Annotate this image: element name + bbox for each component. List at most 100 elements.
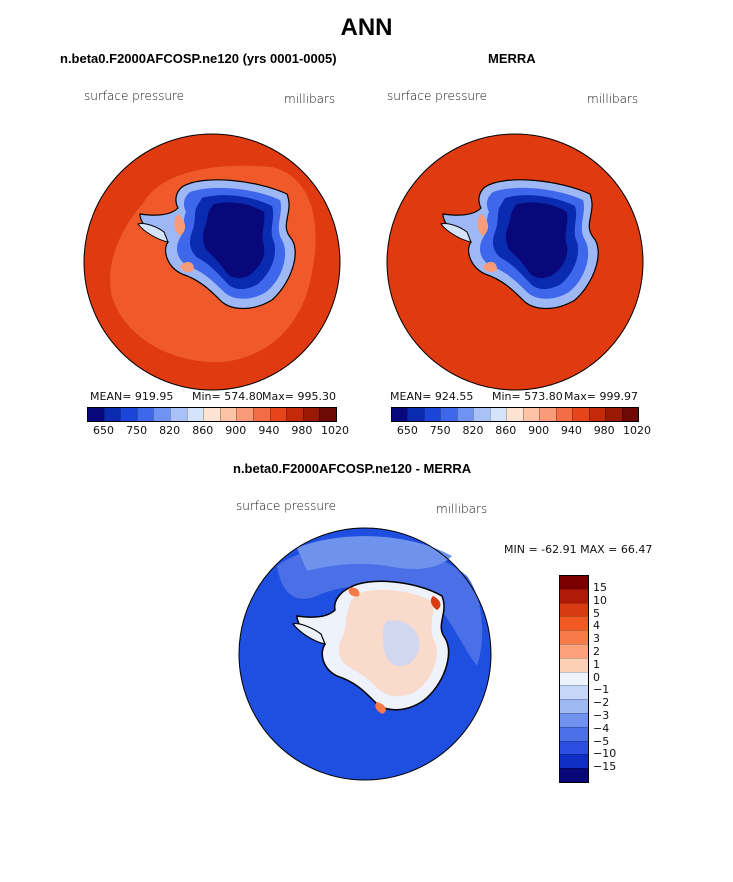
colorbar-tick-label: −2 bbox=[593, 696, 610, 710]
colorbar-tick-label: 900 bbox=[528, 424, 550, 437]
panel1-colorbar-labels: 650 750 820 860 900 940 980 1020 bbox=[87, 424, 349, 438]
colorbar-swatch bbox=[236, 408, 253, 421]
colorbar-tick-label: 980 bbox=[291, 424, 313, 437]
panel2-units: millibars bbox=[587, 92, 639, 106]
colorbar-tick-label: 10 bbox=[593, 593, 607, 607]
main-title: ANN bbox=[340, 14, 393, 41]
colorbar-swatch bbox=[560, 768, 588, 782]
panel2-max: Max= 999.97 bbox=[564, 390, 638, 403]
colorbar-swatch bbox=[605, 408, 622, 421]
colorbar-swatch bbox=[560, 671, 588, 686]
colorbar-tick-label: −3 bbox=[593, 709, 610, 722]
colorbar-tick-label: 5 bbox=[593, 606, 600, 620]
colorbar-tick-label: 940 bbox=[560, 424, 582, 437]
colorbar-swatch bbox=[560, 699, 588, 713]
colorbar-tick-label: 650 bbox=[396, 424, 418, 437]
colorbar-tick-label: 940 bbox=[258, 424, 280, 437]
colorbar-swatch bbox=[302, 408, 320, 421]
colorbar-swatch bbox=[539, 408, 556, 421]
colorbar-tick-label: 750 bbox=[126, 424, 148, 437]
panel2-min: Min= 573.80 bbox=[492, 390, 563, 403]
colorbar-swatch bbox=[560, 588, 588, 603]
panel1-colorbar bbox=[87, 407, 337, 422]
panel1-max: Max= 995.30 bbox=[262, 390, 336, 403]
panel1-antarctica bbox=[137, 179, 296, 310]
panel2-title: MERRA bbox=[488, 51, 536, 66]
colorbar-swatch bbox=[560, 602, 588, 617]
colorbar-tick-label: 15 bbox=[593, 581, 607, 594]
diff-title: n.beta0.F2000AFCOSP.ne120 - MERRA bbox=[233, 461, 472, 476]
panel1-map bbox=[83, 133, 341, 391]
colorbar-swatch bbox=[423, 408, 441, 421]
colorbar-swatch bbox=[319, 408, 336, 421]
panel1-mean: MEAN= 919.95 bbox=[90, 390, 174, 403]
colorbar-swatch bbox=[392, 408, 408, 421]
panel2-mean: MEAN= 924.55 bbox=[390, 390, 474, 403]
colorbar-swatch bbox=[621, 408, 639, 421]
colorbar-swatch bbox=[473, 408, 490, 421]
diff-minmax: MIN = -62.91 MAX = 66.47 bbox=[504, 543, 653, 556]
colorbar-tick-label: 820 bbox=[159, 424, 181, 437]
colorbar-swatch bbox=[572, 408, 589, 421]
colorbar-tick-label: 1020 bbox=[321, 424, 349, 437]
colorbar-swatch bbox=[186, 408, 204, 421]
colorbar-tick-label: −4 bbox=[593, 721, 610, 735]
colorbar-tick-label: 1 bbox=[593, 657, 600, 671]
colorbar-swatch bbox=[560, 712, 588, 727]
diff-field-label: surface pressure bbox=[236, 499, 336, 513]
diff-colorbar bbox=[559, 575, 589, 783]
colorbar-tick-label: 0 bbox=[593, 670, 600, 684]
panel2-colorbar bbox=[391, 407, 639, 422]
colorbar-tick-label: 1020 bbox=[623, 424, 651, 437]
colorbar-swatch bbox=[252, 408, 270, 421]
colorbar-swatch bbox=[560, 740, 588, 755]
colorbar-tick-label: 650 bbox=[93, 424, 115, 437]
colorbar-tick-label: 2 bbox=[593, 645, 600, 658]
panel2-map bbox=[386, 133, 644, 391]
colorbar-swatch bbox=[489, 408, 507, 421]
colorbar-tick-label: −5 bbox=[593, 734, 610, 748]
colorbar-tick-label: 4 bbox=[593, 619, 600, 633]
panel2-colorbar-labels: 650 750 820 860 900 940 980 1020 bbox=[391, 424, 651, 438]
panel2-field-label: surface pressure bbox=[387, 89, 487, 103]
colorbar-tick-label: 860 bbox=[192, 424, 214, 437]
colorbar-swatch bbox=[120, 408, 137, 421]
colorbar-swatch bbox=[136, 408, 154, 421]
colorbar-swatch bbox=[456, 408, 474, 421]
colorbar-tick-label: −15 bbox=[593, 760, 617, 774]
colorbar-swatch bbox=[560, 616, 588, 631]
colorbar-swatch bbox=[88, 408, 104, 421]
colorbar-swatch bbox=[560, 643, 588, 658]
colorbar-swatch bbox=[219, 408, 237, 421]
diff-map bbox=[238, 527, 492, 781]
colorbar-swatch bbox=[440, 408, 457, 421]
colorbar-swatch bbox=[522, 408, 540, 421]
colorbar-swatch bbox=[560, 657, 588, 672]
colorbar-swatch bbox=[286, 408, 303, 421]
colorbar-swatch bbox=[560, 754, 588, 769]
colorbar-swatch bbox=[560, 685, 588, 700]
diff-colorbar-labels: 15 10 5 4 3 2 1 0 −1 −2 −3 −4 −5 −10 −15 bbox=[593, 575, 633, 775]
colorbar-tick-label: 3 bbox=[593, 632, 600, 646]
colorbar-swatch bbox=[560, 726, 588, 741]
colorbar-tick-label: −10 bbox=[593, 747, 617, 761]
colorbar-swatch bbox=[103, 408, 121, 421]
colorbar-tick-label: −1 bbox=[593, 683, 610, 697]
diff-antarctica bbox=[291, 580, 450, 714]
colorbar-swatch bbox=[269, 408, 287, 421]
colorbar-tick-label: 820 bbox=[462, 424, 484, 437]
colorbar-swatch bbox=[560, 630, 588, 644]
panel1-title: n.beta0.F2000AFCOSP.ne120 (yrs 0001-0005… bbox=[60, 51, 337, 66]
colorbar-swatch bbox=[560, 576, 588, 589]
diff-units: millibars bbox=[436, 502, 488, 516]
colorbar-tick-label: 980 bbox=[593, 424, 615, 437]
colorbar-swatch bbox=[506, 408, 523, 421]
panel2-antarctica bbox=[440, 179, 599, 310]
panel1-field-label: surface pressure bbox=[84, 89, 184, 103]
panel1-units: millibars bbox=[284, 92, 336, 106]
colorbar-swatch bbox=[588, 408, 606, 421]
colorbar-tick-label: 900 bbox=[225, 424, 247, 437]
colorbar-tick-label: 860 bbox=[495, 424, 517, 437]
colorbar-swatch bbox=[153, 408, 170, 421]
colorbar-swatch bbox=[407, 408, 424, 421]
